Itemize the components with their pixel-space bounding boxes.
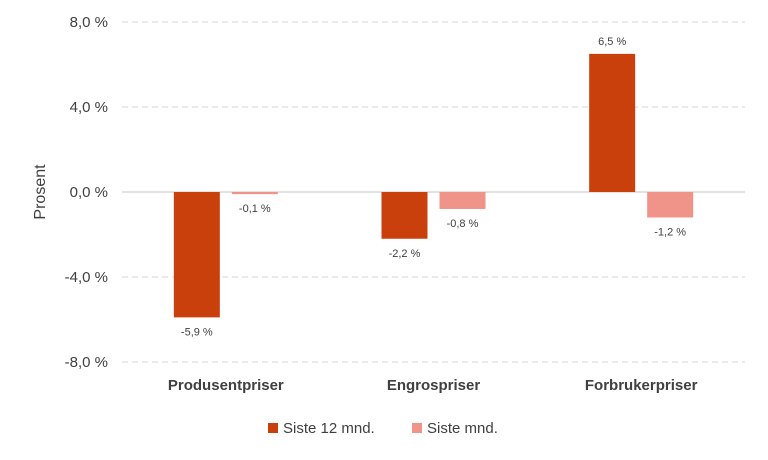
bar-siste-12-mnd [173,192,220,318]
y-axis-title: Prosent [32,164,49,220]
data-label: -5,9 % [181,326,213,338]
y-axis-ticks: 8,0 % 4,0 % 0,0 % -4,0 % -8,0 % [65,14,108,371]
legend-label: Siste 12 mnd. [283,420,375,437]
data-labels: -5,9 % -0,1 % -2,2 % -0,8 % 6,5 % -1,2 % [181,36,686,339]
legend-swatch [268,423,278,433]
legend-swatch [412,423,422,433]
y-tick-label: 0,0 % [70,184,108,201]
bars [173,53,694,318]
data-label: -0,8 % [447,218,479,230]
x-axis-categories: Produsentpriser Engrospriser Forbrukerpris… [168,377,698,394]
y-tick-label: -4,0 % [65,269,108,286]
data-label: 6,5 % [598,36,626,48]
bar-siste-mnd [439,192,486,209]
bar-siste-12-mnd [381,192,428,239]
legend-label: Siste mnd. [427,420,498,437]
legend: Siste 12 mnd. Siste mnd. [268,420,498,437]
data-label: -2,2 % [389,248,421,260]
x-category-label: Produsentpriser [168,377,284,394]
x-category-label: Forbrukerpriser [585,377,698,394]
y-tick-label: 8,0 % [70,14,108,31]
y-tick-label: -8,0 % [65,354,108,371]
bar-siste-mnd [231,192,278,195]
y-tick-label: 4,0 % [70,99,108,116]
data-label: -1,2 % [654,227,686,239]
bar-siste-12-mnd [589,53,636,192]
bar-siste-mnd [647,192,694,218]
x-category-label: Engrospriser [387,377,481,394]
gridlines [122,21,745,363]
data-label: -0,1 % [239,203,271,215]
